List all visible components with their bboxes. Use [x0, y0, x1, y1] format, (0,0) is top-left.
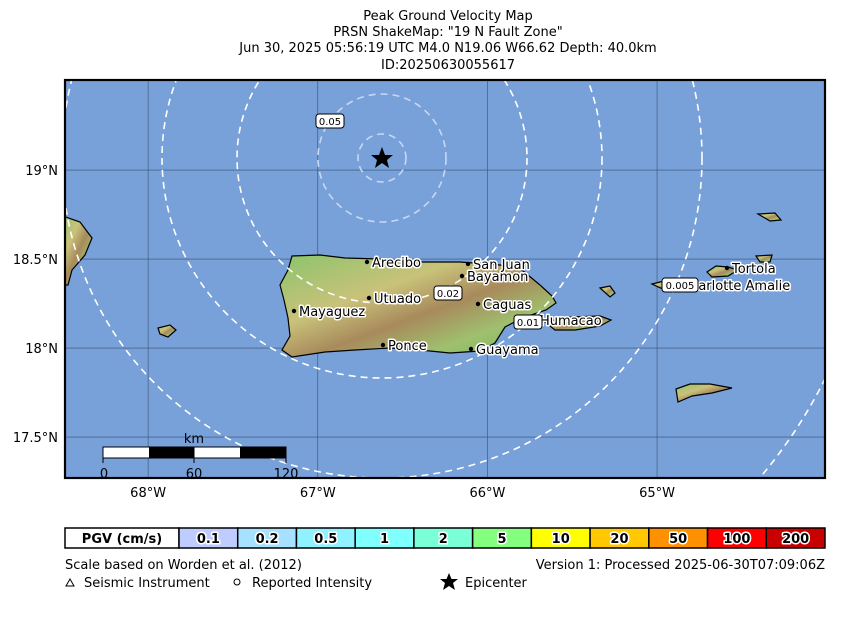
epicenter-label: Epicenter	[465, 576, 528, 591]
city-dot	[724, 265, 730, 271]
legend-label: 0.2	[256, 532, 279, 547]
legend-label: 2	[439, 532, 448, 547]
scale-bar-segment	[240, 447, 286, 458]
scale-label: 120	[274, 467, 299, 482]
tortola	[706, 265, 740, 278]
city-dot	[475, 301, 481, 307]
culebra	[598, 285, 616, 298]
legend-label: 200	[782, 532, 809, 547]
legend-label: 0.5	[314, 532, 337, 547]
puerto-rico	[279, 254, 557, 358]
intensity-label: Reported Intensity	[252, 576, 372, 591]
city-label: San Juan	[473, 258, 530, 273]
legend-label: 50	[669, 532, 687, 547]
virgin-gorda	[754, 254, 773, 263]
legend-swatch	[765, 527, 826, 549]
contour	[357, 133, 407, 183]
pgv-legend: PGV (cm/s) 0.1 0.2 0.5 1 2 5 10 20 50 100 200	[64, 527, 826, 549]
city-label: Humacao	[540, 314, 602, 329]
scale-note: Scale based on Worden et al. (2012)	[65, 558, 302, 573]
city-dot	[459, 273, 465, 279]
mona-island	[157, 324, 177, 338]
legend-label: 0.1	[197, 532, 220, 547]
intensity-symbol	[233, 578, 241, 586]
contour-labels: 0.05 0.02 0.01 0.005	[315, 113, 699, 330]
lat-label: 18.5°N	[13, 253, 58, 268]
axis-labels: 68°W 67°W 66°W 65°W 19°N 18.5°N 18°N 17.5°N	[13, 164, 675, 501]
city-dot	[366, 295, 372, 301]
contour-label: 0.005	[666, 281, 695, 292]
lon-label: 68°W	[130, 486, 166, 501]
city-label: Mayaguez	[299, 305, 365, 320]
city-label: Arecibo	[372, 256, 421, 271]
scale-bar-segment	[149, 447, 194, 458]
lat-label: 18°N	[25, 342, 58, 357]
contour	[161, 80, 603, 379]
scale-unit: km	[184, 432, 204, 447]
city-label: Caguas	[483, 298, 532, 313]
contour-label-box	[661, 277, 699, 293]
city-dot	[291, 308, 297, 314]
legend-title: PGV (cm/s)	[82, 532, 162, 547]
contour-label: 0.02	[437, 289, 459, 300]
lat-label: 19°N	[25, 164, 58, 179]
scale-label: 60	[186, 467, 203, 482]
lat-label: 17.5°N	[13, 431, 58, 446]
city-label: Tortola	[731, 262, 776, 277]
contour-label: 0.05	[319, 117, 341, 128]
contour-label-box	[513, 314, 543, 330]
legend-label: 10	[552, 532, 570, 547]
subtitle: PRSN ShakeMap: "19 N Fault Zone"	[333, 25, 562, 40]
city-label: Guayama	[476, 343, 539, 358]
city-dot	[380, 342, 386, 348]
city-dot	[364, 259, 370, 265]
contour-label: 0.01	[517, 318, 539, 329]
city-dot	[465, 261, 471, 267]
scale-label: 0	[100, 467, 108, 482]
city-dot	[468, 346, 474, 352]
contour-label-box	[433, 285, 463, 301]
lon-label: 67°W	[300, 486, 336, 501]
legend-label: 20	[610, 532, 628, 547]
version: Version 1: Processed 2025-06-30T07:09:06…	[536, 558, 825, 573]
city-label: Utuado	[374, 292, 421, 307]
vieques	[543, 315, 613, 331]
city-label: Charlotte Amalie	[681, 279, 790, 294]
event-id: ID:20250630055617	[381, 58, 515, 73]
lon-label: 66°W	[469, 486, 505, 501]
epicenter-symbol	[440, 573, 458, 590]
st-croix	[675, 383, 733, 403]
instrument-symbol	[65, 577, 75, 587]
contour	[236, 80, 528, 304]
instrument-label: Seismic Instrument	[84, 576, 210, 591]
land	[65, 212, 783, 403]
city-label: Ponce	[388, 339, 427, 354]
city-label: Bayamon	[467, 270, 528, 285]
legend-label: 5	[497, 532, 506, 547]
legend-label: 100	[723, 532, 750, 547]
contour-label-box	[315, 113, 345, 129]
scale-bar: km 0 60 120	[100, 432, 299, 482]
lon-label: 65°W	[639, 486, 675, 501]
title: Peak Ground Velocity Map	[363, 9, 533, 24]
contour	[65, 80, 703, 478]
legend-label: 1	[380, 532, 389, 547]
anegada	[755, 212, 783, 222]
contour	[317, 93, 447, 223]
map-frame	[63, 78, 827, 480]
epicenter-star	[371, 147, 393, 168]
event-info: Jun 30, 2025 05:56:19 UTC M4.0 N19.06 W6…	[238, 41, 656, 56]
